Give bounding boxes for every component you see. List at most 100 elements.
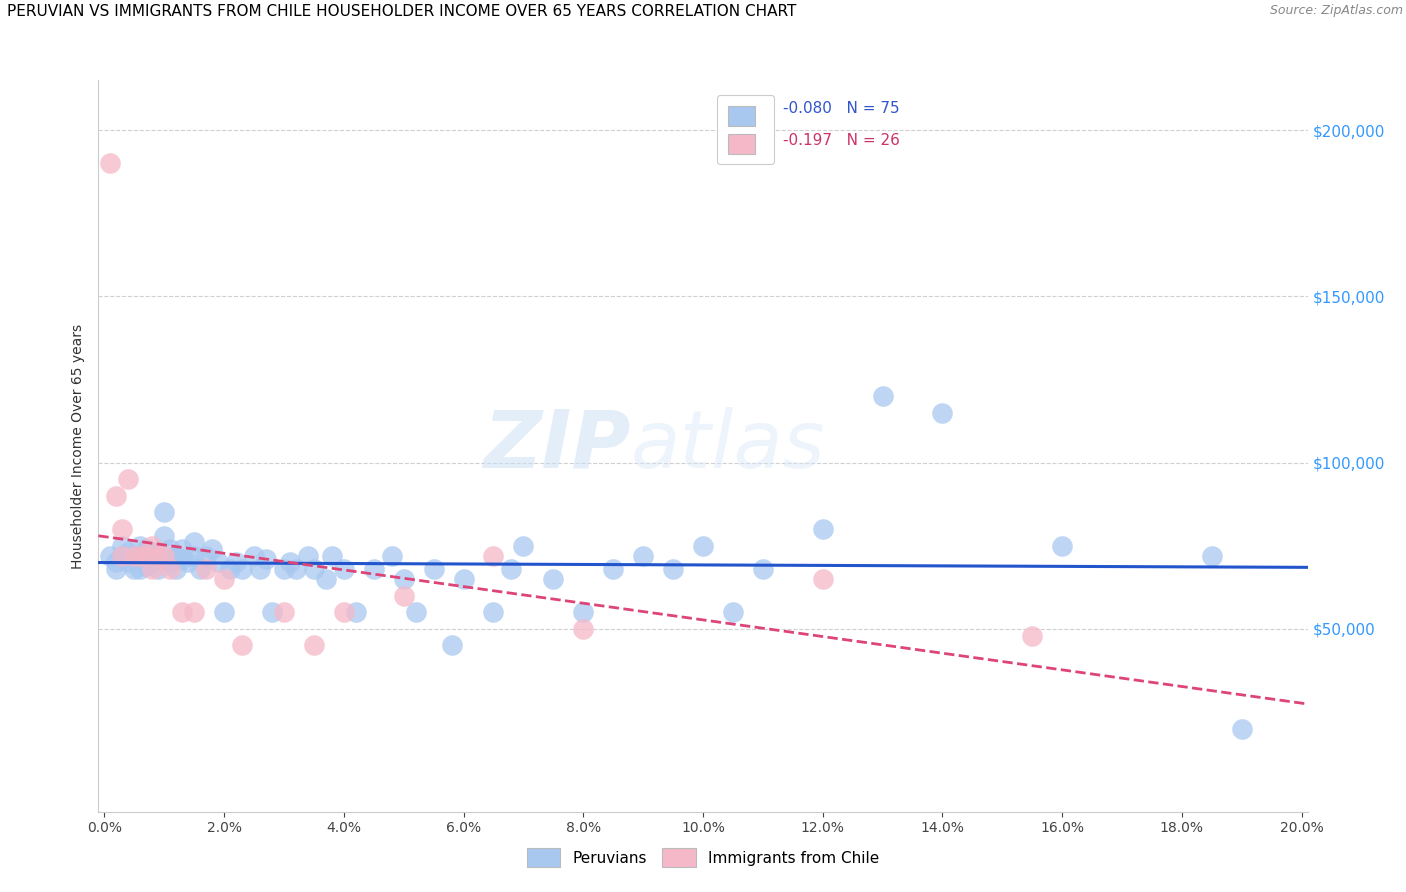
Point — [172, 605, 194, 619]
Text: Source: ZipAtlas.com: Source: ZipAtlas.com — [1270, 4, 1403, 18]
Point — [602, 562, 624, 576]
Point — [188, 562, 211, 576]
Y-axis label: Householder Income Over 65 years: Householder Income Over 65 years — [70, 324, 84, 568]
Point — [1021, 628, 1043, 642]
Point — [212, 572, 235, 586]
Point — [692, 539, 714, 553]
Point — [153, 529, 176, 543]
Point — [405, 605, 427, 619]
Point — [273, 562, 295, 576]
Point — [344, 605, 367, 619]
Point — [148, 562, 170, 576]
Point — [302, 562, 325, 576]
Point — [811, 572, 834, 586]
Point — [183, 605, 205, 619]
Point — [297, 549, 319, 563]
Point — [440, 639, 463, 653]
Point — [148, 549, 170, 563]
Point — [183, 549, 205, 563]
Point — [302, 639, 325, 653]
Point — [105, 555, 128, 569]
Point — [124, 549, 146, 563]
Point — [512, 539, 534, 553]
Point — [249, 562, 271, 576]
Point — [141, 545, 163, 559]
Point — [165, 562, 187, 576]
Point — [662, 562, 685, 576]
Point — [124, 549, 146, 563]
Point — [135, 542, 157, 557]
Point — [284, 562, 307, 576]
Point — [159, 555, 181, 569]
Text: ZIP: ZIP — [484, 407, 630, 485]
Point — [141, 562, 163, 576]
Point — [111, 539, 134, 553]
Point — [872, 389, 894, 403]
Point — [129, 562, 152, 576]
Point — [422, 562, 444, 576]
Point — [183, 535, 205, 549]
Point — [453, 572, 475, 586]
Point — [165, 549, 187, 563]
Point — [135, 549, 157, 563]
Point — [243, 549, 266, 563]
Point — [129, 549, 152, 563]
Point — [482, 549, 505, 563]
Point — [148, 549, 170, 563]
Point — [811, 522, 834, 536]
Point — [111, 549, 134, 563]
Point — [153, 506, 176, 520]
Text: R =  -0.197   N = 26: R = -0.197 N = 26 — [745, 133, 900, 148]
Point — [260, 605, 283, 619]
Point — [321, 549, 343, 563]
Point — [721, 605, 744, 619]
Text: R =  -0.080   N = 75: R = -0.080 N = 75 — [745, 101, 900, 116]
Point — [141, 555, 163, 569]
Point — [129, 549, 152, 563]
Point — [931, 406, 953, 420]
Point — [177, 555, 200, 569]
Point — [105, 489, 128, 503]
Point — [392, 572, 415, 586]
Point — [231, 639, 253, 653]
Point — [135, 549, 157, 563]
Point — [117, 545, 139, 559]
Point — [201, 542, 224, 557]
Point — [501, 562, 523, 576]
Text: atlas: atlas — [630, 407, 825, 485]
Point — [1050, 539, 1073, 553]
Point — [254, 552, 277, 566]
Point — [100, 156, 122, 170]
Point — [752, 562, 775, 576]
Point — [333, 605, 356, 619]
Point — [212, 605, 235, 619]
Point — [381, 549, 404, 563]
Point — [231, 562, 253, 576]
Point — [482, 605, 505, 619]
Point — [172, 542, 194, 557]
Point — [135, 558, 157, 573]
Point — [1230, 722, 1253, 736]
Point — [572, 605, 595, 619]
Point — [543, 572, 565, 586]
Point — [117, 472, 139, 486]
Point — [111, 522, 134, 536]
Point — [363, 562, 385, 576]
Point — [141, 539, 163, 553]
Point — [111, 549, 134, 563]
Point — [278, 555, 301, 569]
Point — [273, 605, 295, 619]
Point — [225, 555, 247, 569]
Text: PERUVIAN VS IMMIGRANTS FROM CHILE HOUSEHOLDER INCOME OVER 65 YEARS CORRELATION C: PERUVIAN VS IMMIGRANTS FROM CHILE HOUSEH… — [7, 4, 796, 20]
Point — [159, 542, 181, 557]
Point — [195, 562, 218, 576]
Point — [392, 589, 415, 603]
Point — [572, 622, 595, 636]
Point — [129, 539, 152, 553]
Point — [100, 549, 122, 563]
Point — [117, 555, 139, 569]
Point — [631, 549, 654, 563]
Point — [315, 572, 337, 586]
Point — [333, 562, 356, 576]
Point — [219, 562, 242, 576]
